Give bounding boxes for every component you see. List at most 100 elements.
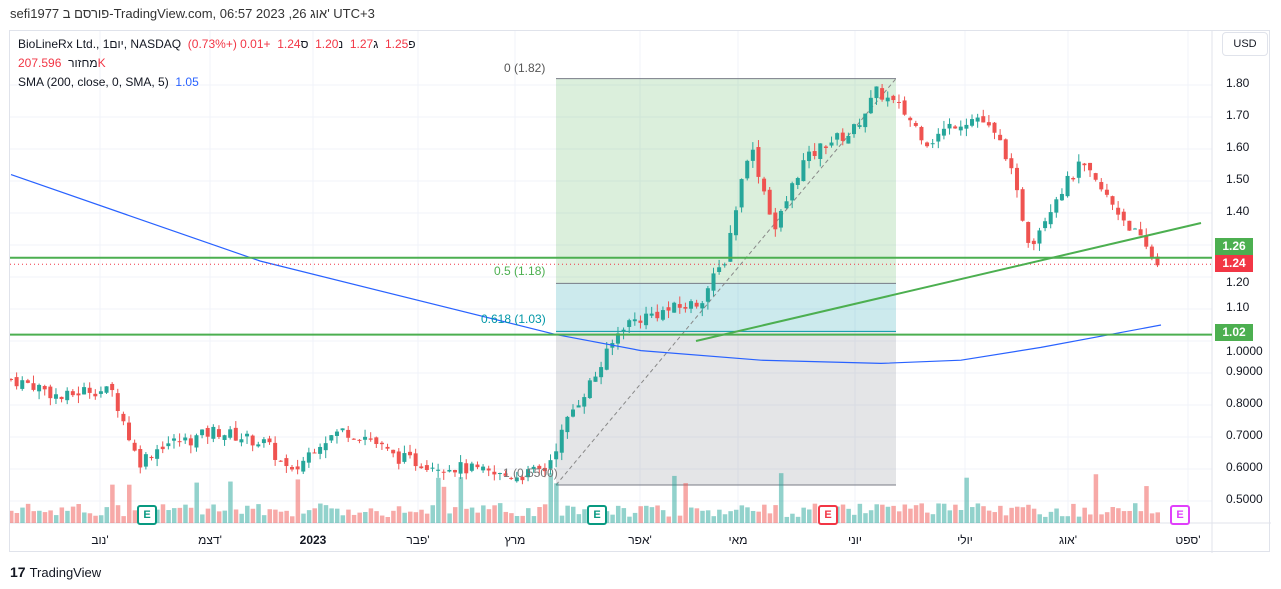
candle-body [200, 429, 205, 436]
volume: 207.596K [18, 56, 106, 70]
candle-body [526, 469, 531, 478]
candle-body [458, 462, 463, 474]
candle-body [155, 449, 160, 459]
volume-bar [132, 510, 138, 523]
candle-body [1003, 139, 1008, 160]
volume-bar [666, 516, 672, 523]
candle-body [143, 454, 148, 467]
time-label: יולי [957, 533, 973, 547]
volume-bar [1071, 503, 1076, 523]
volume-bar [216, 511, 222, 523]
candle-body [733, 210, 738, 236]
volume-bar [1155, 512, 1160, 523]
candle-body [537, 465, 542, 469]
tradingview-logo[interactable]: 17 TradingView [10, 564, 101, 580]
volume-bar [1133, 503, 1138, 523]
volume-bar [65, 510, 70, 523]
volume-bar [559, 515, 565, 523]
volume-bar [374, 511, 379, 523]
volume-bar [981, 506, 986, 523]
fib-trend-line [555, 78, 897, 486]
candle-body [1116, 207, 1121, 215]
candle-body [93, 393, 98, 397]
volume-bar [750, 510, 756, 523]
volume-bar [627, 516, 632, 523]
volume-bar [261, 515, 267, 523]
volume-bar [1082, 507, 1087, 523]
volume-bar [1149, 513, 1155, 523]
earnings-icon[interactable]: E [1170, 505, 1190, 525]
candle-body [835, 133, 840, 140]
candle-body [571, 409, 575, 417]
volume-bar [992, 512, 997, 523]
volume-bar [1104, 512, 1110, 523]
candle-body [37, 384, 42, 392]
volume-bar [1110, 507, 1116, 523]
volume-bar [115, 505, 121, 523]
volume-bar [312, 508, 317, 523]
volume-bar [953, 504, 958, 523]
volume-bar [649, 507, 655, 523]
volume-bar [104, 507, 110, 523]
volume-bar [514, 516, 520, 523]
volume-bar [1088, 514, 1093, 523]
high: 1.27 [349, 37, 374, 51]
volume-bar [59, 507, 65, 523]
chart-frame[interactable] [9, 30, 1271, 553]
volume-bar [340, 515, 346, 523]
earnings-icon[interactable]: E [137, 505, 157, 525]
volume-bar [1076, 516, 1082, 523]
candle-body [1133, 228, 1137, 230]
candle-body [880, 88, 885, 100]
volume-bar [329, 508, 334, 523]
candle-body [424, 465, 429, 470]
volume-bar [548, 473, 554, 523]
fib-level-1: 1 (0.5500) [503, 466, 558, 480]
candle-body [98, 391, 103, 394]
volume-bar [531, 516, 537, 523]
volume-bar [318, 503, 323, 523]
volume-bar [267, 509, 273, 523]
candle-body [216, 429, 221, 437]
candle-body [728, 232, 733, 262]
currency-button[interactable]: USD [1222, 32, 1268, 56]
earnings-icon[interactable]: E [587, 505, 607, 525]
candle-body [233, 427, 238, 441]
volume-bar [250, 508, 256, 523]
time-label: נוב' [91, 533, 109, 547]
candle-body [548, 460, 553, 469]
candle-body [256, 444, 261, 447]
volume-bar [615, 505, 621, 523]
volume-bar [239, 513, 244, 523]
volume-bar [1009, 507, 1014, 523]
volume-bar [908, 508, 913, 523]
resistance-tag: 1.26 [1215, 238, 1253, 255]
candle-body [385, 446, 390, 449]
volume-bar [205, 508, 211, 523]
volume-bar [1014, 506, 1020, 523]
volume-bar [357, 512, 362, 523]
volume-bar [475, 512, 480, 523]
candle-body [402, 453, 407, 462]
candle-body [245, 433, 250, 437]
candle-body [65, 390, 70, 401]
volume-bar [1127, 510, 1132, 523]
candle-body [846, 136, 851, 144]
volume-bar [655, 505, 660, 523]
candle-body [632, 319, 637, 322]
volume-bar [537, 507, 542, 523]
volume-bar [582, 509, 587, 523]
volume-bar [368, 508, 374, 523]
volume-bar [778, 473, 784, 523]
price-chart[interactable] [10, 31, 1271, 553]
fib-zone-mid [556, 283, 896, 332]
candle-body [520, 476, 525, 481]
earnings-icon[interactable]: E [818, 505, 838, 525]
volume-bar [222, 510, 228, 523]
volume-bar [925, 512, 930, 523]
support-tag: 1.02 [1215, 324, 1253, 341]
volume-bar [10, 510, 14, 523]
candle-body [396, 451, 401, 464]
volume-bar [689, 507, 694, 523]
volume-bar [717, 509, 722, 523]
